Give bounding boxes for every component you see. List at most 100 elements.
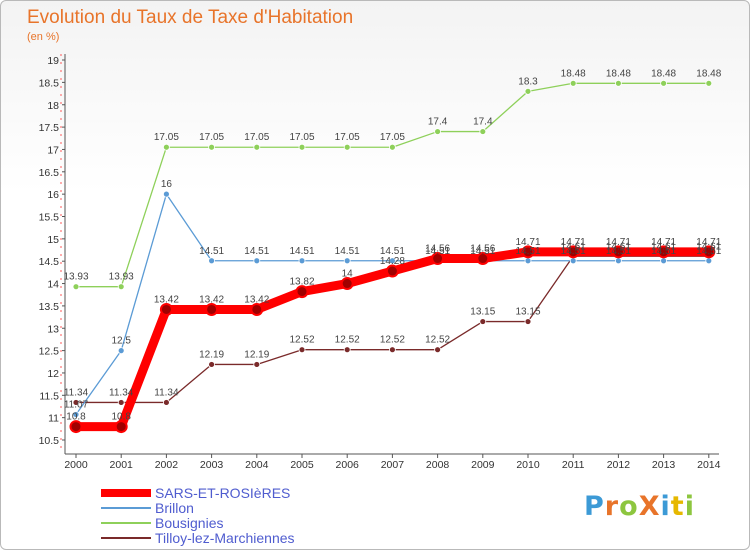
data-point [524,257,532,265]
data-point [72,411,80,418]
legend-label: Bousignies [155,515,224,531]
data-label: 13.15 [515,307,540,318]
data-label: 12.19 [199,349,224,360]
x-tick-label: 2003 [200,459,224,471]
data-point [566,245,580,259]
data-label: 17.05 [335,132,360,143]
data-label: 14.71 [515,237,540,248]
x-tick-label: 2014 [697,459,721,471]
data-label: 18.48 [561,68,586,79]
data-point [298,257,306,265]
x-tick-label: 2005 [290,459,314,471]
data-label: 13.42 [244,294,269,305]
data-point [388,346,396,354]
data-point [611,245,625,259]
data-point [208,257,216,265]
data-label: 16 [161,179,173,190]
data-point [479,318,487,325]
x-tick-label: 2001 [110,459,134,471]
data-label: 14.71 [606,237,631,248]
data-point [660,79,667,87]
data-label: 17.05 [380,132,405,143]
series-line [75,255,710,404]
data-label: 17.4 [473,117,493,128]
y-tick-label: 15.5 [39,212,60,224]
data-point [117,399,125,406]
y-tick-label: 12.5 [39,346,60,358]
data-label: 14.61 [561,241,586,252]
data-point [615,257,622,265]
data-point [569,257,577,265]
data-point [253,257,261,265]
x-tick-label: 2011 [562,459,585,471]
data-point [72,399,80,406]
data-label: 14.51 [470,246,495,257]
x-tick-label: 2002 [155,459,179,471]
data-label: 11.34 [154,387,179,398]
data-point [298,143,306,151]
y-tick-label: 14 [47,279,59,291]
data-point [479,128,487,135]
data-label: 14.61 [651,241,676,252]
data-label: 13.82 [289,277,314,288]
logo-letter: r [604,491,620,522]
data-point [476,252,490,266]
data-point [434,346,442,354]
data-point [705,79,713,87]
data-point [162,143,170,151]
x-tick-label: 2006 [336,459,360,471]
data-point [117,347,125,355]
x-tick-label: 2012 [607,459,631,471]
data-label: 10.8 [111,412,131,423]
y-tick-label: 19 [47,55,59,67]
data-label: 14.51 [335,246,360,257]
data-label: 17.4 [428,117,448,128]
data-label: 14.51 [606,246,631,257]
data-label: 12.5 [111,336,131,347]
x-tick-label: 2004 [245,459,269,471]
legend-label: SARS-ET-ROSIèRES [155,485,290,501]
logo-letter: i [660,491,671,522]
data-label: 14.51 [244,246,269,257]
y-tick-label: 16.5 [39,167,60,179]
data-label: 12.52 [289,335,314,346]
data-label: 18.48 [696,68,721,79]
data-label: 12.52 [380,335,405,346]
data-label: 14.56 [470,244,495,255]
data-label: 14.61 [606,241,631,252]
logo-letter: t [670,491,685,522]
data-point [657,245,671,259]
y-tick-label: 16 [47,189,59,201]
data-point [343,346,351,354]
data-label: 17.05 [244,132,269,143]
data-point [524,87,532,95]
data-label: 14.51 [289,246,314,257]
logo-letter: i [684,491,695,522]
data-point [69,420,83,434]
logo-letter: o [619,491,639,522]
data-point [705,257,713,265]
data-label: 14.51 [380,246,405,257]
data-label: 10.8 [66,412,86,423]
data-point [72,283,80,291]
y-tick-label: 15 [47,234,59,246]
x-tick-label: 2007 [381,459,405,471]
x-tick-label: 2009 [471,459,495,471]
chart-legend: SARS-ET-ROSIèRESBrillonBousigniesTilloy-… [101,485,295,546]
chart-lines [69,79,716,434]
y-tick-label: 18 [47,100,59,112]
data-point [524,318,532,325]
data-point [615,79,622,87]
x-tick-label: 2008 [426,459,450,471]
data-label: 14.51 [199,246,224,257]
data-label: 17.05 [289,132,314,143]
data-point [343,257,351,265]
data-point [702,245,716,259]
data-point [521,245,535,259]
data-label: 13.42 [199,294,224,305]
data-label: 14.28 [380,256,405,267]
data-point [388,143,396,151]
data-label: 14.51 [425,246,450,257]
data-point [253,143,261,151]
